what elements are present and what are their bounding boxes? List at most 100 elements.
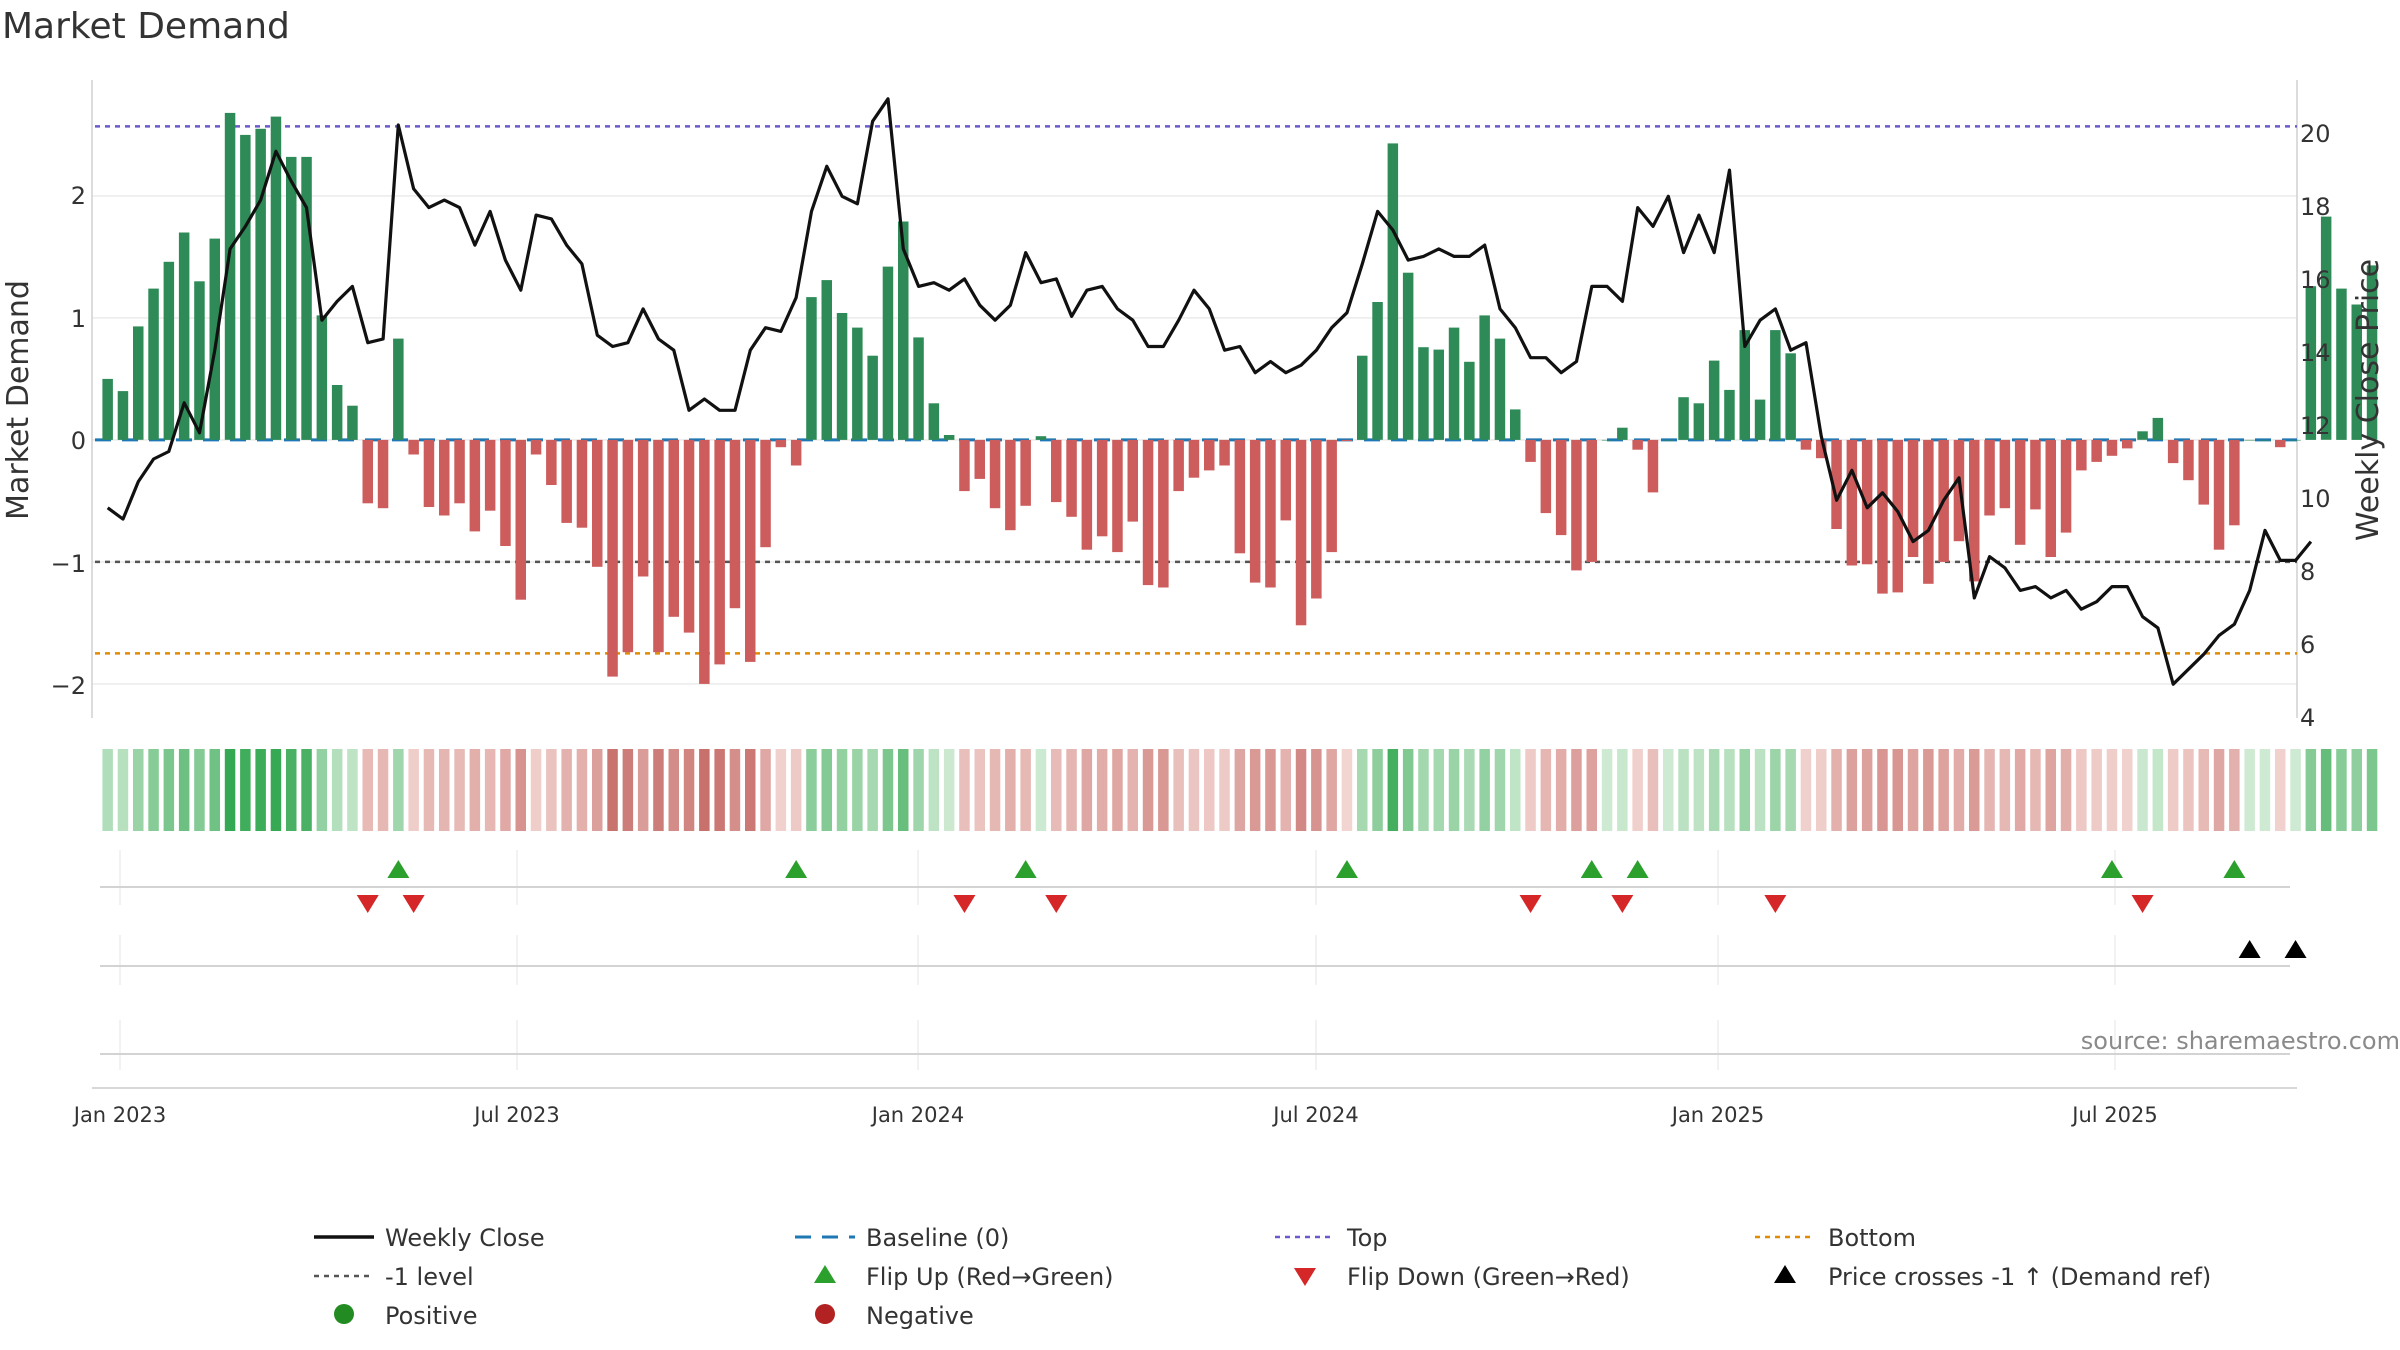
- demand-bar: [1831, 439, 1842, 529]
- demand-bar: [1999, 439, 2011, 509]
- main-panel: 2 1 0 −1 −2 20 18 16 14 12 10 8 6 4 Mark…: [1, 80, 2386, 732]
- flip-up-marker: [1580, 860, 1603, 878]
- heat-cell: [1142, 749, 1154, 831]
- demand-bar: [2351, 304, 2362, 440]
- heat-cell: [637, 749, 649, 831]
- flip-down-marker: [1519, 895, 1542, 913]
- demand-bar: [1907, 439, 1919, 557]
- demand-bar: [2045, 439, 2056, 557]
- heat-cell: [515, 749, 526, 831]
- heat-cell: [790, 749, 802, 831]
- demand-bar: [484, 439, 496, 511]
- heat-cell: [1923, 749, 1934, 831]
- heat-cell: [1158, 749, 1169, 831]
- weekly-close-polyline: [106, 97, 2313, 686]
- heat-cell: [1112, 749, 1123, 831]
- legend-minus-one-level: -1 level: [314, 1263, 474, 1291]
- legend-flip-up-label: Flip Up (Red→Green): [866, 1263, 1114, 1291]
- demand-bar: [1265, 439, 1276, 588]
- demand-bar: [1785, 353, 1796, 440]
- heat-cell: [1219, 749, 1230, 831]
- heat-cell: [1510, 749, 1521, 831]
- demand-bar: [133, 326, 144, 440]
- heat-cell: [2030, 749, 2041, 831]
- heat-cell: [1341, 749, 1353, 831]
- y-tick-0: 0: [71, 427, 86, 455]
- heat-cell: [1785, 749, 1796, 831]
- heat-cell: [1663, 749, 1674, 831]
- demand-bar: [790, 439, 802, 466]
- demand-bar: [1173, 439, 1184, 492]
- heat-cell: [1096, 749, 1108, 831]
- heat-cell: [1280, 749, 1291, 831]
- heat-cell: [270, 749, 282, 831]
- legend-flip-up: Flip Up (Red→Green): [814, 1263, 1114, 1291]
- demand-bar: [1142, 439, 1154, 586]
- demand-bar: [928, 403, 940, 440]
- heat-cell: [1311, 749, 1322, 831]
- demand-bar: [1494, 338, 1506, 440]
- demand-bar: [683, 439, 695, 633]
- heat-cell: [1846, 749, 1858, 831]
- heat-cell: [898, 749, 909, 831]
- demand-bar: [622, 439, 634, 653]
- heat-cell: [1816, 749, 1827, 831]
- heat-cell: [423, 749, 435, 831]
- heat-cell: [255, 749, 266, 831]
- demand-bar: [745, 439, 756, 662]
- demand-bar: [377, 439, 389, 509]
- demand-bar: [102, 378, 113, 440]
- demand-bar: [653, 439, 664, 653]
- demand-bar: [331, 385, 343, 440]
- heat-cell: [1831, 749, 1842, 831]
- heat-cell: [1678, 749, 1689, 831]
- legend-weekly-close-label: Weekly Close: [385, 1224, 545, 1252]
- demand-bar: [959, 439, 970, 492]
- heat-cell: [2091, 749, 2102, 831]
- heat-cell: [546, 749, 557, 831]
- demand-bar: [255, 128, 266, 440]
- heat-cell: [1739, 749, 1750, 831]
- demand-bar: [469, 439, 481, 532]
- flip-up-marker: [387, 860, 410, 878]
- legend-bottom-label: Bottom: [1828, 1224, 1916, 1252]
- demand-bar: [1127, 439, 1138, 522]
- demand-bar: [2152, 417, 2164, 440]
- demand-bars: [102, 112, 2378, 684]
- demand-bar: [2229, 439, 2240, 526]
- y-axis-title: Market Demand: [1, 280, 36, 520]
- heat-cell: [1418, 749, 1429, 831]
- demand-bar: [668, 439, 679, 617]
- x-tick-jul-2024: Jul 2024: [1271, 1103, 1358, 1127]
- heat-cell: [2137, 749, 2148, 831]
- demand-bar: [2076, 439, 2087, 471]
- heat-cell: [745, 749, 756, 831]
- flip-up-marker: [785, 860, 808, 878]
- legend-flip-down: Flip Down (Green→Red): [1294, 1263, 1630, 1291]
- heat-cell: [2275, 749, 2286, 831]
- flip-down-marker: [402, 895, 425, 913]
- heat-cell: [393, 749, 404, 831]
- heat-cell: [668, 749, 679, 831]
- flip-down-marker: [356, 895, 379, 913]
- heat-cell: [2060, 749, 2072, 831]
- demand-bar: [1464, 361, 1475, 440]
- heat-cell: [209, 749, 220, 831]
- heat-cell: [301, 749, 312, 831]
- heat-cell: [959, 749, 970, 831]
- demand-bar: [240, 134, 251, 440]
- heat-cell: [1372, 749, 1383, 831]
- demand-bar: [546, 439, 557, 485]
- heat-cell: [178, 749, 190, 831]
- heat-cell: [576, 749, 588, 831]
- heat-cell: [469, 749, 481, 831]
- demand-bar: [1739, 330, 1750, 440]
- heat-cell: [1051, 749, 1062, 831]
- demand-bar: [1969, 439, 1980, 582]
- y-tick-2: 2: [71, 182, 86, 210]
- heat-cell: [1127, 749, 1138, 831]
- heat-cell: [1571, 749, 1582, 831]
- demand-bar: [1418, 347, 1429, 440]
- heat-cell: [454, 749, 465, 831]
- y2-tick-16: 16: [2300, 266, 2331, 294]
